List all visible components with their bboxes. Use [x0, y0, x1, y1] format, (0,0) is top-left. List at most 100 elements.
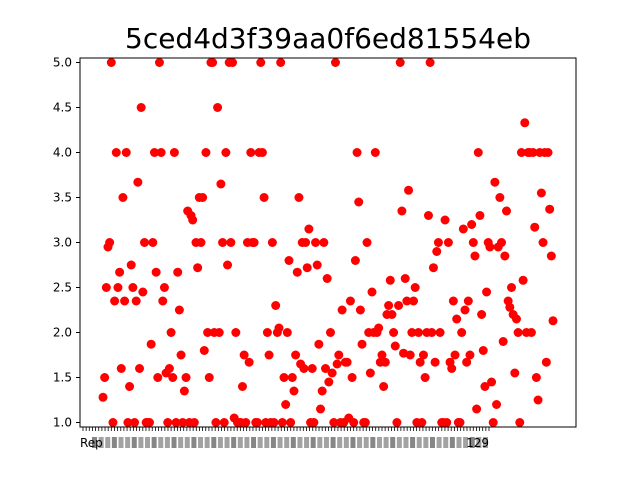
data-point: [330, 58, 340, 67]
data-point: [262, 328, 272, 337]
data-point: [518, 275, 528, 285]
y-tick-label: 2.5: [53, 281, 72, 295]
data-point: [244, 357, 254, 367]
data-point: [480, 382, 490, 391]
data-point: [148, 238, 158, 247]
x-tick-label-overlap: [224, 437, 230, 448]
x-tick-label-overlap: [231, 437, 237, 448]
data-point: [105, 238, 115, 247]
data-point: [140, 238, 150, 247]
data-point: [292, 267, 302, 277]
data-point: [347, 373, 357, 382]
data-point: [365, 368, 375, 378]
data-point: [477, 310, 487, 319]
data-point: [271, 301, 281, 310]
x-tick-label-overlap: [98, 437, 104, 448]
data-point: [324, 377, 334, 387]
data-point: [332, 359, 342, 369]
data-point: [267, 238, 277, 247]
data-point: [389, 328, 399, 337]
data-point: [511, 314, 521, 324]
data-point: [548, 316, 558, 326]
x-tick-label-overlap: [277, 437, 283, 448]
x-tick-label-overlap: [217, 437, 223, 448]
data-point: [193, 263, 203, 273]
x-tick-label-overlap: [463, 437, 469, 448]
data-point: [407, 328, 417, 337]
data-point: [427, 328, 437, 337]
data-point: [110, 296, 120, 306]
x-tick-label-overlap: [443, 437, 449, 448]
data-point: [404, 185, 414, 195]
x-tick-label-overlap: [383, 437, 389, 448]
data-point: [198, 193, 208, 202]
data-point: [526, 328, 536, 337]
data-point: [470, 251, 480, 261]
x-tick-label-overlap: [211, 437, 217, 448]
data-point: [482, 287, 492, 297]
data-point: [394, 301, 404, 310]
x-tick-label-overlap: [244, 437, 250, 448]
data-point: [201, 148, 211, 157]
data-point: [420, 373, 430, 382]
data-point: [111, 148, 121, 157]
data-point: [465, 350, 475, 360]
data-point: [455, 418, 465, 427]
data-point: [189, 418, 199, 427]
y-tick-label: 3.0: [53, 236, 72, 250]
x-tick-label-overlap: [304, 437, 310, 448]
data-point: [443, 238, 453, 247]
data-point: [284, 256, 294, 265]
data-point: [492, 400, 502, 409]
y-tick-label: 3.5: [53, 191, 72, 205]
x-tick-label-overlap: [310, 437, 316, 448]
x-tick-label-overlap: [251, 437, 257, 448]
data-point: [100, 373, 110, 382]
data-point: [467, 220, 477, 229]
data-point: [377, 350, 387, 360]
data-point: [462, 357, 472, 367]
data-point: [249, 238, 259, 247]
data-point: [311, 238, 321, 247]
data-point: [473, 148, 483, 157]
data-point: [153, 373, 163, 382]
data-point: [136, 103, 146, 112]
data-point: [174, 305, 184, 315]
data-point: [317, 386, 327, 396]
data-point: [259, 193, 269, 202]
data-point: [316, 404, 326, 414]
x-axis: [82, 427, 490, 448]
data-point: [199, 346, 209, 355]
data-point: [181, 373, 191, 382]
data-point: [380, 357, 390, 367]
data-point: [370, 148, 380, 157]
data-point: [325, 328, 335, 337]
data-point: [188, 215, 198, 225]
data-point: [319, 238, 329, 247]
x-tick-label-overlap: [184, 437, 190, 448]
data-point: [159, 283, 169, 292]
data-point: [241, 418, 251, 427]
x-tick-label-last: 129: [466, 436, 489, 450]
x-tick-label-overlap: [317, 437, 323, 448]
x-tick-label-overlap: [264, 437, 270, 448]
data-point: [314, 339, 324, 349]
x-tick-label-overlap: [151, 437, 157, 448]
data-point: [221, 148, 231, 157]
data-point: [121, 148, 131, 157]
data-point: [448, 296, 458, 306]
data-point: [513, 328, 523, 337]
x-tick-label-first: Rep: [80, 436, 103, 450]
data-point: [304, 224, 314, 234]
x-tick-label-overlap: [92, 437, 97, 448]
data-point: [475, 211, 485, 220]
data-point: [533, 395, 543, 405]
data-point: [179, 386, 189, 396]
data-point: [178, 418, 188, 427]
points-layer: [98, 58, 558, 427]
data-point: [423, 211, 433, 220]
x-tick-label-overlap: [423, 437, 429, 448]
data-point: [274, 323, 284, 333]
data-point: [457, 328, 467, 337]
data-point: [166, 328, 176, 337]
